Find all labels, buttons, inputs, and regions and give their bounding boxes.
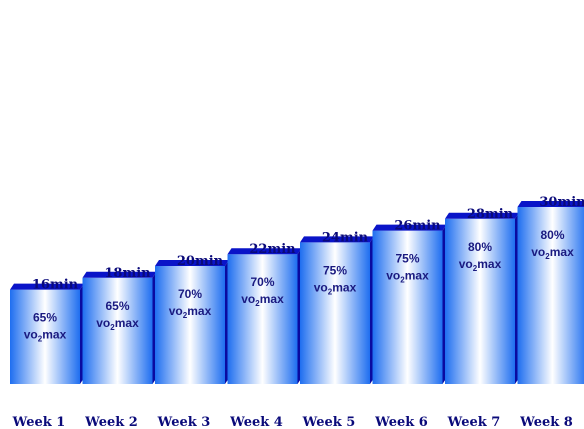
intensity-percent: 65% xyxy=(33,311,57,325)
intensity-unit: vo2max xyxy=(24,328,67,344)
x-tick-label: Week 6 xyxy=(374,415,428,429)
bar-top xyxy=(300,236,374,243)
intensity-percent: 80% xyxy=(468,240,492,254)
bar-3 xyxy=(155,260,229,384)
duration-label: 22min xyxy=(249,242,296,257)
duration-label: 28min xyxy=(467,207,514,222)
intensity-percent: 70% xyxy=(178,287,202,301)
bar-front xyxy=(10,289,80,384)
intensity-unit: vo2max xyxy=(459,257,502,273)
bar-top xyxy=(10,283,84,290)
bar-front xyxy=(372,230,443,384)
bar-front xyxy=(445,218,515,384)
duration-label: 30min xyxy=(539,195,584,210)
duration-label: 26min xyxy=(394,219,441,234)
intensity-unit: vo2max xyxy=(314,280,357,296)
intensity-unit: vo2max xyxy=(96,316,139,332)
bar-front xyxy=(227,254,298,384)
duration-label: 18min xyxy=(104,266,151,281)
duration-label: 16min xyxy=(32,278,79,293)
x-tick-label: Week 5 xyxy=(302,415,356,429)
intensity-unit: vo2max xyxy=(241,292,284,308)
bar-top xyxy=(82,271,157,278)
intensity-percent: 80% xyxy=(540,228,564,242)
bar-6 xyxy=(372,224,447,384)
x-tick-label: Week 2 xyxy=(84,415,138,429)
bar-top xyxy=(517,201,584,207)
bar-4 xyxy=(227,248,302,384)
intensity-unit: vo2max xyxy=(531,245,574,261)
bar-top xyxy=(227,248,302,255)
x-tick-label: Week 1 xyxy=(12,415,66,429)
x-tick-label: Week 8 xyxy=(519,415,573,429)
x-tick-label: Week 3 xyxy=(157,415,211,429)
bar-top xyxy=(445,212,519,219)
bar-7 xyxy=(445,212,519,384)
bar-front xyxy=(82,277,153,384)
intensity-percent: 75% xyxy=(323,263,347,277)
intensity-unit: vo2max xyxy=(386,269,429,285)
x-tick-label: Week 4 xyxy=(229,415,283,429)
intensity-percent: 75% xyxy=(395,252,419,266)
duration-label: 20min xyxy=(177,254,224,269)
duration-label: 24min xyxy=(322,230,369,245)
intensity-percent: 65% xyxy=(105,299,129,313)
bar-top xyxy=(372,224,447,231)
bar-front xyxy=(155,266,225,384)
bar-top xyxy=(155,260,229,266)
x-tick-label: Week 7 xyxy=(447,415,501,429)
bar-8 xyxy=(517,201,584,384)
intensity-unit: vo2max xyxy=(169,304,212,320)
bar-5 xyxy=(300,236,374,384)
intensity-percent: 70% xyxy=(250,275,274,289)
bar-front xyxy=(300,242,370,384)
bar-front xyxy=(517,207,584,384)
